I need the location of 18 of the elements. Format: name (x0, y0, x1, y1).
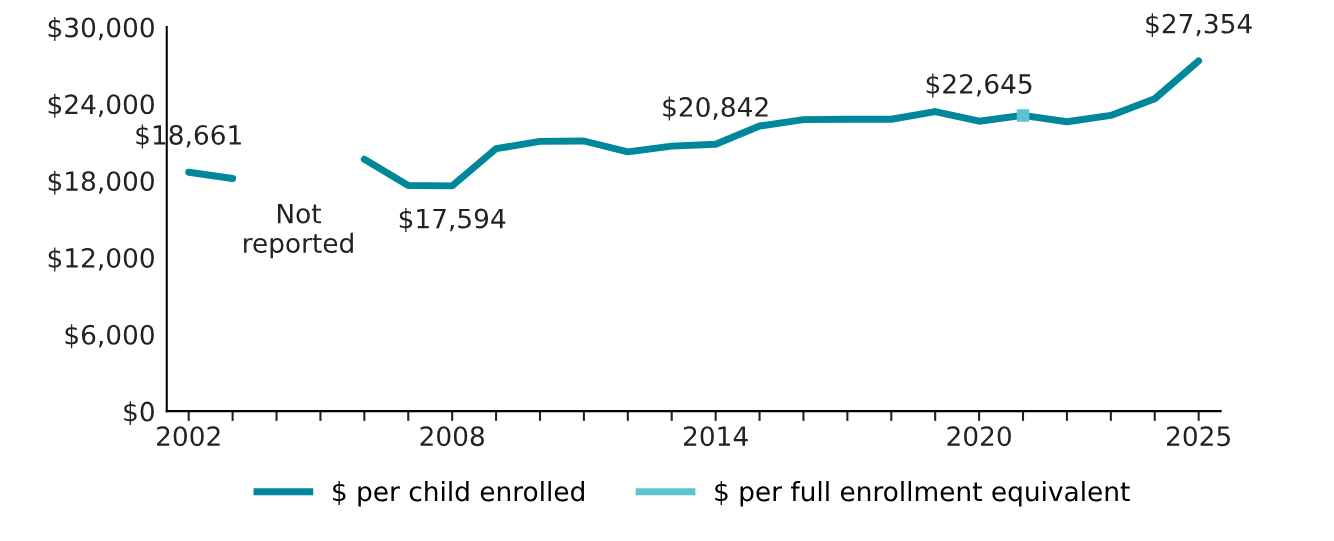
data-label: $27,354 (1146, 13, 1252, 38)
y-tick-label: $12,000 (48, 247, 154, 272)
x-tick-label: 2008 (420, 426, 484, 447)
x-tick-label: 2020 (947, 426, 1011, 447)
data-label: $17,594 (399, 208, 506, 233)
legend-label: $ per full enrollment equivalent (715, 481, 1130, 507)
x-tick-label: 2002 (157, 426, 220, 447)
x-tick-label: 2025 (1167, 426, 1230, 447)
y-tick-label: $0 (124, 401, 154, 426)
legend-label: $ per child enrolled (333, 481, 584, 507)
data-label: $20,842 (663, 96, 768, 121)
data-label: $22,645 (926, 73, 1032, 98)
y-tick-label: $6,000 (65, 324, 154, 349)
x-tick-label: 2014 (683, 426, 748, 447)
y-tick-label: $30,000 (48, 17, 154, 41)
y-tick-label: $24,000 (48, 93, 154, 118)
y-tick-label: $18,000 (48, 170, 154, 195)
annotation: Not reported (244, 203, 353, 259)
